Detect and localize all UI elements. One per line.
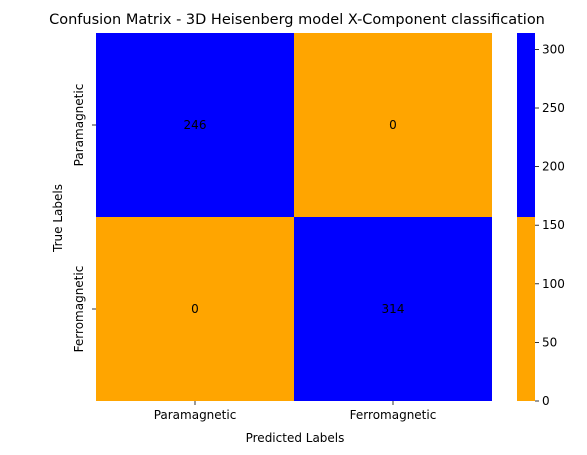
chart-title: Confusion Matrix - 3D Heisenberg model X…	[49, 12, 545, 28]
colorbar	[517, 33, 535, 401]
y-axis-ticks: Paramagnetic Ferromagnetic	[72, 84, 96, 353]
heatmap-cell	[294, 217, 492, 401]
x-axis-ticks: Paramagnetic Ferromagnetic	[154, 401, 437, 422]
y-tick-label: Paramagnetic	[72, 84, 86, 167]
heatmap-cell-labels: 246 0 0 314	[184, 118, 405, 316]
colorbar-tick-label: 50	[542, 335, 557, 349]
y-axis-label: True Labels	[51, 184, 65, 253]
cell-value-label: 0	[389, 118, 397, 132]
x-tick-label: Paramagnetic	[154, 408, 237, 422]
y-tick-label: Ferromagnetic	[72, 266, 86, 353]
colorbar-tick-label: 0	[542, 394, 550, 408]
heatmap-cell	[96, 217, 294, 401]
colorbar-tick-label: 250	[542, 101, 565, 115]
heatmap-cells	[96, 33, 492, 401]
x-tick-label: Ferromagnetic	[350, 408, 437, 422]
cell-value-label: 0	[191, 302, 199, 316]
heatmap-cell	[294, 33, 492, 217]
colorbar-tick-label: 150	[542, 218, 565, 232]
colorbar-tick-label: 100	[542, 277, 565, 291]
cell-value-label: 246	[184, 118, 207, 132]
colorbar-high-segment	[517, 33, 535, 217]
heatmap-cell	[96, 33, 294, 217]
x-axis-label: Predicted Labels	[246, 431, 345, 445]
cell-value-label: 314	[382, 302, 405, 316]
colorbar-tick-label: 300	[542, 42, 565, 56]
colorbar-ticks: 0 50 100 150 200 250 300	[535, 42, 565, 408]
colorbar-tick-label: 200	[542, 160, 565, 174]
colorbar-low-segment	[517, 217, 535, 401]
